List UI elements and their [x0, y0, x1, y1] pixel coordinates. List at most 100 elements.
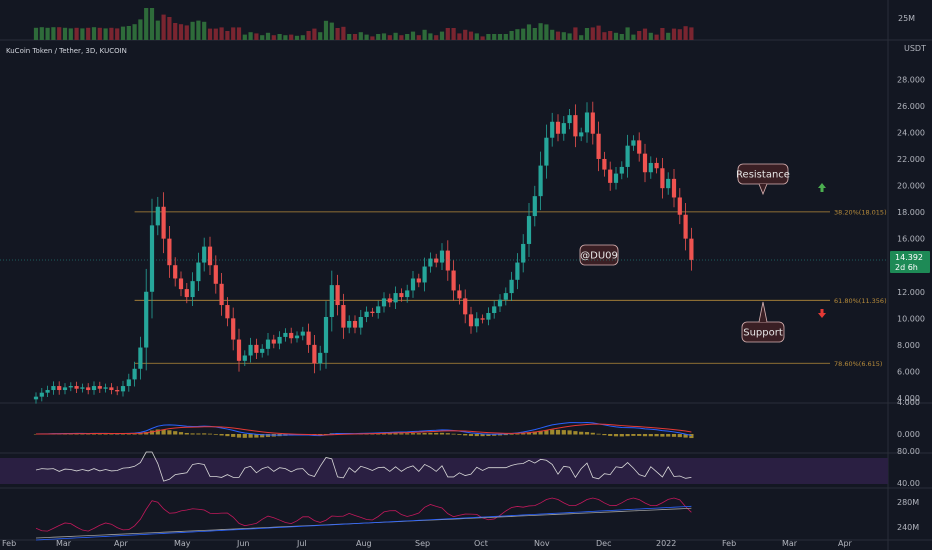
volume-bar: [689, 27, 694, 40]
candle-body: [544, 137, 549, 166]
macd-histogram-bar: [428, 432, 433, 435]
time-tick: Apr: [114, 539, 129, 548]
callouts: Resistance Support @DU09: [579, 163, 826, 343]
candle-body: [312, 344, 317, 364]
candle-body: [445, 250, 450, 271]
volume-bar: [39, 27, 44, 40]
volume-bar: [590, 27, 595, 40]
volume-bar: [289, 34, 294, 40]
price-tick: 16.000: [897, 235, 925, 244]
candle-body: [323, 316, 329, 353]
macd-tick: 4.000: [897, 398, 920, 407]
macd-histogram-bar: [631, 434, 636, 436]
candle-body: [608, 169, 613, 183]
macd-histogram-bar: [115, 434, 120, 435]
macd-histogram-bar: [91, 433, 97, 435]
candle-body: [515, 262, 520, 280]
volume-bar: [428, 33, 433, 40]
macd-panel: 4.000 0.000: [33, 398, 920, 439]
callout-text: Support: [743, 328, 783, 339]
candle-body: [370, 311, 375, 314]
macd-histogram-bar: [567, 430, 572, 435]
macd-histogram-bar: [207, 433, 213, 435]
volume-bar: [300, 35, 305, 40]
candle-body: [132, 368, 137, 380]
macd-histogram-bar: [242, 434, 247, 438]
volume-bar: [352, 34, 358, 40]
candle-body: [625, 145, 630, 167]
macd-histogram-bar: [120, 434, 126, 435]
candle-body: [196, 262, 201, 282]
volume-bar: [80, 28, 85, 40]
fibonacci-levels: 38.20%(18.015) 61.80%(11.356) 78.60%(6.615…: [134, 208, 887, 368]
candle-body: [486, 313, 491, 320]
price-tick: 10.000: [897, 314, 925, 323]
candle-body: [555, 121, 561, 134]
rsi-tick: 80.00: [897, 447, 920, 456]
macd-histogram-bar: [602, 434, 607, 436]
macd-histogram-bar: [538, 430, 543, 435]
candle-body: [631, 140, 636, 146]
macd-histogram-bar: [167, 430, 172, 435]
candle-body: [619, 166, 624, 174]
candle-body: [613, 173, 619, 183]
macd-histogram-bar: [654, 434, 659, 437]
volume-bar: [213, 28, 218, 40]
macd-histogram-bar: [80, 433, 85, 435]
volume-bar: [683, 26, 688, 40]
volume-bar: [497, 34, 503, 40]
macd-histogram-bar: [619, 434, 624, 437]
candle-body: [248, 344, 253, 356]
candle-body: [410, 278, 416, 291]
fib-label: 78.60%(6.615): [834, 360, 882, 368]
candle-body: [318, 352, 323, 364]
macd-histogram-bar: [213, 434, 218, 435]
volume-bar: [132, 24, 137, 40]
candle-body: [86, 387, 91, 391]
volume-bar: [271, 35, 276, 40]
candle-body: [74, 386, 79, 389]
time-tick: Feb: [722, 539, 736, 548]
macd-histogram-bar: [434, 432, 439, 435]
macd-histogram-bar: [225, 434, 230, 437]
countdown-label: 2d 6h: [895, 263, 918, 272]
candle-body: [289, 332, 294, 339]
candle-body: [509, 279, 514, 294]
down-arrow-icon: [818, 309, 826, 318]
volume-bar: [248, 32, 253, 40]
fib-label: 61.80%(11.356): [834, 297, 887, 305]
volume-bar: [33, 27, 39, 40]
candles[interactable]: [33, 101, 694, 404]
volume-bar: [126, 26, 131, 40]
candle-body: [341, 305, 346, 328]
macd-histogram-bar: [231, 434, 236, 437]
volume-bar: [573, 27, 578, 40]
candle-body: [422, 266, 427, 283]
candle-body: [155, 206, 160, 226]
candle-body: [561, 123, 566, 134]
macd-histogram-bar: [161, 429, 166, 435]
candle-body: [567, 115, 572, 124]
macd-histogram-bar: [480, 434, 485, 437]
candle-body: [300, 331, 305, 336]
macd-histogram-bar: [689, 434, 694, 439]
macd-histogram-bar: [405, 433, 410, 435]
macd-histogram-bar: [584, 432, 590, 435]
volume-bar: [91, 27, 97, 40]
candle-body: [306, 331, 311, 345]
volume-bar: [370, 36, 375, 40]
macd-histogram-bar: [97, 433, 102, 435]
candle-body: [335, 285, 340, 306]
volume-bar: [613, 32, 619, 40]
macd-histogram-bar: [532, 431, 537, 435]
callout-box: [579, 244, 619, 266]
currency-label: USDT: [904, 44, 926, 53]
volume-bar: [439, 31, 445, 40]
time-tick: Jul: [296, 539, 307, 548]
candle-body: [120, 386, 126, 392]
candle-body: [91, 386, 97, 391]
volume-bar: [115, 28, 120, 40]
macd-histogram-bar: [144, 432, 149, 435]
